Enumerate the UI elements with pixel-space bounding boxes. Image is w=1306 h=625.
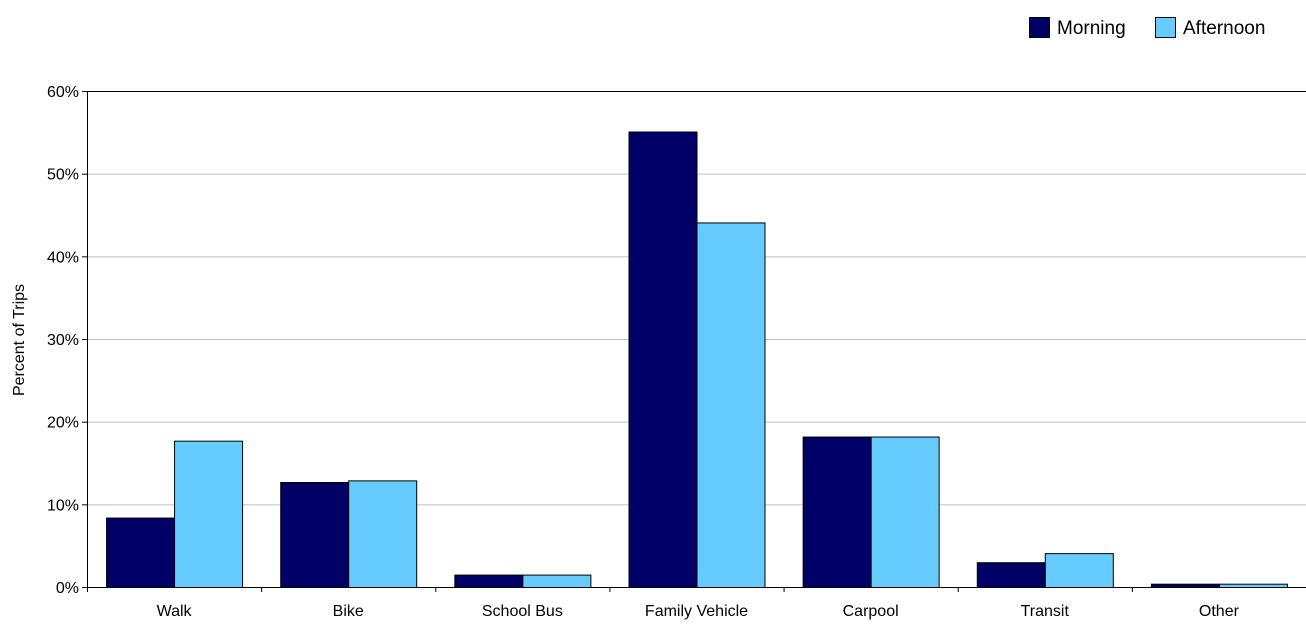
y-tick-label: 10% [47, 497, 79, 514]
bar-afternoon-bike [348, 480, 418, 588]
y-tick-label: 0% [56, 580, 79, 597]
bars [106, 131, 1288, 589]
y-tick-labels: 0% 10% 20% 30% 40% 50% 60% [47, 84, 79, 597]
legend-label-afternoon: Afternoon [1183, 18, 1265, 39]
bar-morning-walk [106, 517, 176, 588]
bar-afternoon-school-bus [522, 574, 592, 588]
bar-afternoon-transit [1044, 553, 1114, 589]
x-tick-label: Bike [333, 603, 364, 620]
y-axis-title: Percent of Trips [11, 284, 28, 396]
bar-afternoon-carpool [870, 436, 940, 588]
x-tick-label: Walk [157, 603, 193, 620]
legend-swatch-morning [1029, 17, 1050, 38]
y-tick-label: 40% [47, 249, 79, 266]
y-tick-label: 50% [47, 167, 79, 184]
bar-morning-transit [976, 562, 1046, 589]
x-tick-label: Carpool [843, 603, 899, 620]
bar-morning-family-vehicle [628, 131, 698, 589]
bar-afternoon-family-vehicle [696, 222, 766, 588]
x-tick-label: School Bus [482, 603, 563, 620]
bar-morning-school-bus [454, 574, 524, 588]
bar-morning-bike [280, 482, 350, 588]
bar-afternoon-walk [174, 440, 244, 588]
x-tick-label: Family Vehicle [645, 603, 748, 620]
legend-swatch-afternoon [1155, 17, 1176, 38]
x-tick-label: Other [1199, 603, 1240, 620]
legend-label-morning: Morning [1057, 18, 1126, 39]
x-tick-labels: Walk Bike School Bus Family Vehicle Carpool T… [157, 603, 1240, 620]
x-tick-label: Transit [1021, 603, 1070, 620]
axes [82, 91, 1306, 592]
y-tick-label: 60% [47, 84, 79, 101]
legend: Morning Afternoon [1029, 17, 1265, 39]
y-tick-label: 30% [47, 332, 79, 349]
y-tick-label: 20% [47, 415, 79, 432]
bar-morning-carpool [802, 436, 872, 588]
